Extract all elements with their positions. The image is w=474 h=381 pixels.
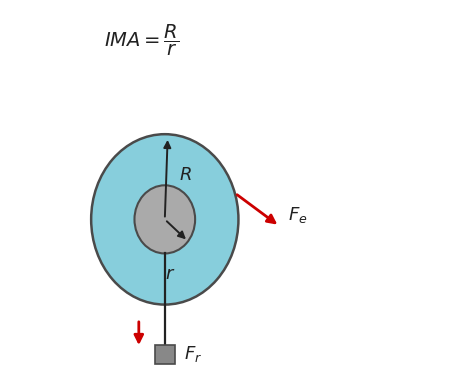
Text: $R$: $R$: [179, 166, 192, 184]
Bar: [155, 345, 175, 364]
Ellipse shape: [135, 185, 195, 253]
Text: $IMA = \dfrac{R}{r}$: $IMA = \dfrac{R}{r}$: [104, 23, 179, 58]
Text: $r$: $r$: [165, 265, 176, 283]
Ellipse shape: [91, 134, 238, 304]
Text: $F_r$: $F_r$: [183, 344, 202, 364]
Text: $F_e$: $F_e$: [288, 205, 308, 225]
